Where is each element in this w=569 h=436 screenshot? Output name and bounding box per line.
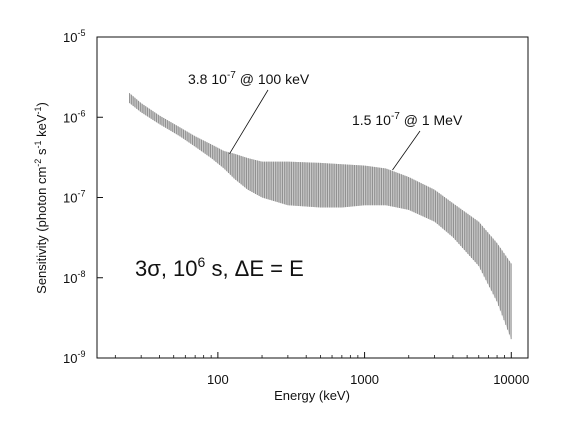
y-axis-label: Sensitivity (photon cm-2 s-1 keV-1) bbox=[33, 102, 49, 294]
annotation-100kev: 3.8 10-7 @ 100 keV bbox=[188, 70, 310, 87]
y-axis-ticks: 10-9 10-8 10-7 10-6 10-5 bbox=[63, 28, 103, 366]
condition-label: 3σ, 106 s, ΔE = E bbox=[135, 254, 304, 281]
x-axis-ticks: 100 1000 10000 bbox=[114, 352, 529, 387]
y-tick-label: 10-7 bbox=[63, 189, 85, 206]
annotation-leader-1mev bbox=[392, 130, 421, 171]
sensitivity-band-hatching bbox=[129, 93, 512, 340]
y-tick-label: 10-5 bbox=[63, 28, 85, 45]
x-tick-label: 1000 bbox=[350, 372, 379, 387]
sensitivity-band bbox=[129, 93, 512, 340]
x-tick-label: 10000 bbox=[493, 372, 529, 387]
y-tick-label: 10-9 bbox=[63, 349, 85, 366]
annotation-leader-100kev bbox=[229, 89, 269, 155]
annotation-1mev: 1.5 10-7 @ 1 MeV bbox=[352, 111, 463, 128]
x-tick-label: 100 bbox=[207, 372, 229, 387]
y-tick-label: 10-8 bbox=[63, 269, 85, 286]
y-tick-label: 10-6 bbox=[63, 108, 85, 125]
sensitivity-band-layer bbox=[129, 93, 512, 340]
x-axis-label: Energy (keV) bbox=[274, 388, 350, 403]
